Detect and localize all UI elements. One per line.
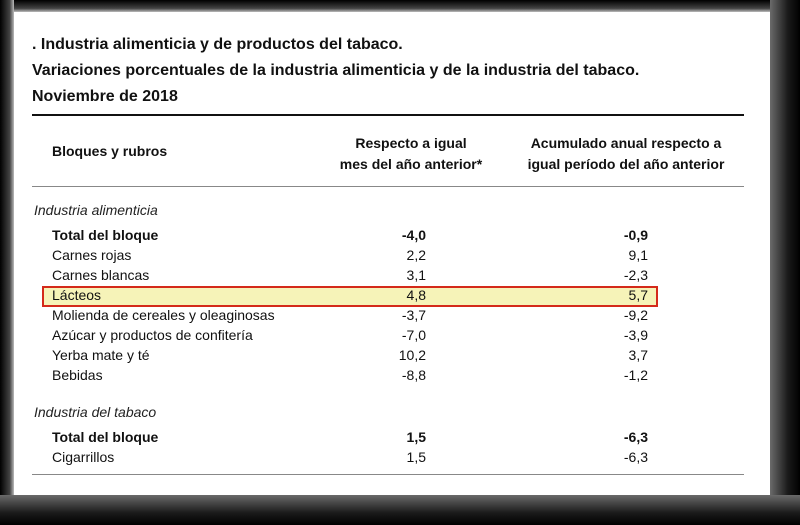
header-top-rule [32, 114, 744, 116]
row-value-cumulative: 9,1 [628, 247, 648, 263]
row-highlight-box [42, 286, 658, 307]
row-label: Total del bloque [52, 227, 159, 243]
document-page: . Industria alimenticia y de productos d… [16, 16, 768, 493]
table-row: Bebidas -8,8 -1,2 [16, 366, 768, 386]
column-header-monthly-line1: Respecto a igual [355, 135, 467, 151]
column-header-cumulative-line1: Acumulado anual respecto a [530, 135, 722, 151]
row-value-monthly: 2,2 [406, 247, 426, 263]
row-value-cumulative: -3,9 [623, 327, 648, 343]
row-value-cumulative: -6,3 [623, 429, 648, 445]
column-header-blocks: Bloques y rubros [52, 143, 168, 159]
column-header-cumulative-line2: igual período del año anterior [527, 156, 725, 172]
frame-shadow-right [770, 0, 800, 525]
table-row: Total del bloque 1,5 -6,3 [16, 428, 768, 448]
row-value-monthly: 1,5 [406, 429, 426, 445]
section-heading-tabaco: Industria del tabaco [34, 404, 157, 420]
table-row: Cigarrillos 1,5 -6,3 [16, 448, 768, 468]
row-value-monthly: 4,8 [406, 287, 426, 303]
row-label: Carnes rojas [52, 247, 132, 263]
frame-shadow-top [0, 0, 800, 12]
row-label: Cigarrillos [52, 449, 115, 465]
row-label: Total del bloque [52, 429, 159, 445]
table-row: Carnes blancas 3,1 -2,3 [16, 266, 768, 286]
row-value-monthly: 10,2 [398, 347, 426, 363]
row-value-monthly: -7,0 [401, 327, 426, 343]
table-row: Total del bloque -4,0 -0,9 [16, 226, 768, 246]
column-header-monthly-line2: mes del año anterior* [339, 156, 483, 172]
row-value-cumulative: -0,9 [623, 227, 648, 243]
row-value-monthly: -3,7 [401, 307, 426, 323]
frame-shadow-left [0, 0, 14, 525]
section-heading-alimenticia: Industria alimenticia [34, 202, 158, 218]
row-value-cumulative: 3,7 [628, 347, 648, 363]
row-value-monthly: 3,1 [406, 267, 426, 283]
row-value-monthly: -4,0 [401, 227, 426, 243]
table-bottom-rule [32, 474, 744, 475]
row-label: Azúcar y productos de confitería [52, 327, 253, 343]
row-label: Bebidas [52, 367, 103, 383]
column-header-cumulative: Acumulado anual respecto a igual período… [506, 133, 746, 175]
row-value-cumulative: -6,3 [623, 449, 648, 465]
row-value-cumulative: -2,3 [623, 267, 648, 283]
column-header-monthly: Respecto a igual mes del año anterior* [316, 133, 506, 175]
row-value-cumulative: -9,2 [623, 307, 648, 323]
table-date: Noviembre de 2018 [32, 88, 178, 105]
table-subtitle: Variaciones porcentuales de la industria… [32, 62, 640, 79]
table-row: Molienda de cereales y oleaginosas -3,7 … [16, 306, 768, 326]
header-bottom-rule [32, 186, 744, 187]
table-row: Yerba mate y té 10,2 3,7 [16, 346, 768, 366]
row-label: Carnes blancas [52, 267, 150, 283]
row-value-cumulative: 5,7 [628, 287, 648, 303]
row-value-cumulative: -1,2 [623, 367, 648, 383]
table-title: . Industria alimenticia y de productos d… [32, 36, 403, 53]
table-row: Azúcar y productos de confitería -7,0 -3… [16, 326, 768, 346]
row-label: Lácteos [52, 287, 102, 303]
table-row-highlighted: Lácteos 4,8 5,7 [16, 286, 768, 306]
table-row: Carnes rojas 2,2 9,1 [16, 246, 768, 266]
frame-shadow-bottom [0, 495, 800, 525]
row-value-monthly: 1,5 [406, 449, 426, 465]
row-label: Molienda de cereales y oleaginosas [52, 307, 275, 323]
row-label: Yerba mate y té [52, 347, 150, 363]
row-value-monthly: -8,8 [401, 367, 426, 383]
